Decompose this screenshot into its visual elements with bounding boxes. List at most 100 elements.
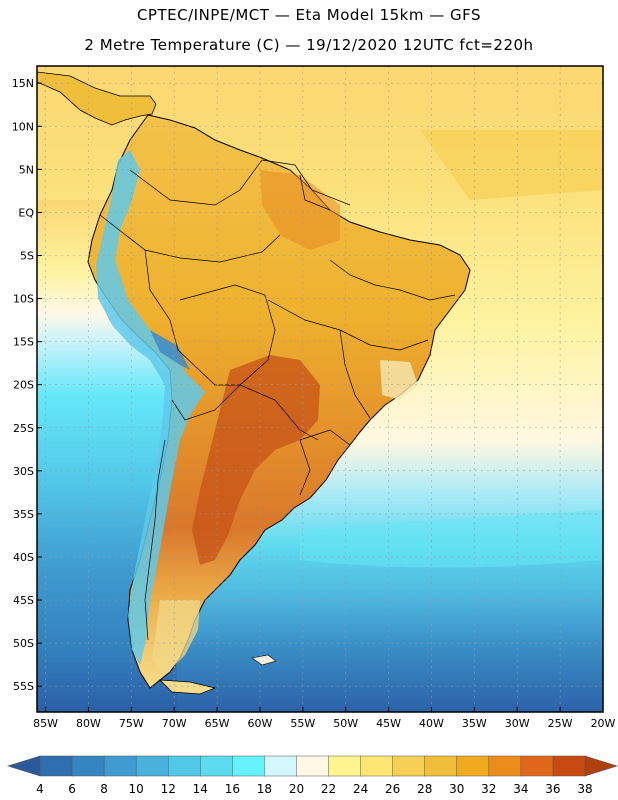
border-peru-colombia-brazil [99, 214, 281, 263]
southeast-mild-area [380, 360, 418, 400]
colorbar-swatch [264, 755, 298, 777]
lon-tick-label: 30W [505, 717, 530, 730]
colorbar-swatch [232, 755, 266, 777]
lon-tick-label: 35W [462, 717, 487, 730]
northern-warm-region [260, 170, 340, 250]
colorbar-label: 8 [100, 782, 108, 796]
lon-tick-label: 45W [376, 717, 401, 730]
border-paraguay [239, 384, 319, 441]
lat-tick-label: 5N [19, 163, 34, 176]
border-peru-brazil [144, 249, 179, 351]
map-plot-area [37, 66, 603, 712]
lon-tick-label: 25W [548, 717, 573, 730]
border-bolivia-argentina [177, 349, 269, 386]
border-uruguay [299, 439, 311, 496]
colorbar-swatch [200, 755, 234, 777]
colorbar-swatch [456, 755, 490, 777]
lon-tick-label: 60W [248, 717, 273, 730]
falkland-islands [251, 654, 277, 666]
colorbar-label: 36 [545, 782, 560, 796]
colorbar-swatch [135, 755, 169, 777]
colorbar-label: 20 [289, 782, 304, 796]
lat-tick-label: 25S [13, 422, 34, 435]
colorbar-label: 14 [193, 782, 208, 796]
andes-cold-strip [96, 150, 205, 665]
lat-tick-label: 35S [13, 508, 34, 521]
lat-tick-label: 15S [13, 336, 34, 349]
lat-tick-label: 40S [13, 551, 34, 564]
colorbar-swatch [71, 755, 105, 777]
colorbar-label: 34 [513, 782, 528, 796]
lat-tick-label: 20S [13, 379, 34, 392]
lon-tick-label: 65W [205, 717, 230, 730]
colorbar-label: 24 [353, 782, 368, 796]
lon-tick-label: 70W [162, 717, 187, 730]
border-chile-argentina-south [144, 439, 166, 641]
colorbar-swatch [488, 755, 522, 777]
lat-tick-label: 5S [20, 249, 34, 262]
latitude-axis: 15N 10N 5N EQ 5S 10S 15S 20S 25S 30S 35S 40S 45S 50S 5… [12, 77, 42, 693]
colorbar-label: 26 [385, 782, 400, 796]
tierra-del-fuego [158, 679, 217, 695]
longitude-axis: 85W 80W 75W 70W 65W 60W 55W 50W 45W 40W 35W 30W 25W 2… [33, 707, 616, 730]
central-america-land [37, 71, 157, 126]
lon-tick-label: 55W [290, 717, 315, 730]
colorbar-swatch [328, 755, 362, 777]
colorbar-high-arrow [584, 755, 618, 777]
title-line-1: CPTEC/INPE/MCT — Eta Model 15km — GFS [136, 6, 482, 24]
hot-core-region [192, 355, 320, 565]
colorbar-label: 30 [449, 782, 464, 796]
title-line-2: 2 Metre Temperature (C) — 19/12/2020 12U… [84, 36, 534, 54]
border-chile-argentina-north [171, 384, 241, 421]
border-suriname [299, 174, 331, 211]
colorbar: 4 6 8 10 12 14 16 18 20 22 24 26 28 30 32 34 36 38 [6, 755, 618, 796]
colorbar-label: 12 [161, 782, 176, 796]
lon-tick-label: 50W [333, 717, 358, 730]
lat-tick-label: 45S [13, 594, 34, 607]
colorbar-label: 32 [481, 782, 496, 796]
colorbar-label: 22 [321, 782, 336, 796]
lat-tick-label: 30S [13, 465, 34, 478]
colorbar-swatch [520, 755, 554, 777]
lon-tick-label: 85W [33, 717, 58, 730]
border-brazil-states-north [329, 259, 456, 301]
border-brazil-south [299, 429, 351, 446]
country-borders [99, 159, 456, 641]
altiplano-cold-core [150, 330, 190, 370]
colorbar-swatch [552, 755, 586, 777]
colorbar-label: 28 [417, 782, 432, 796]
south-atlantic-cool-band [300, 510, 603, 568]
colorbar-label: 18 [257, 782, 272, 796]
border-colombia-venezuela [129, 159, 263, 206]
lon-tick-label: 20W [591, 717, 616, 730]
lon-tick-label: 75W [119, 717, 144, 730]
colorbar-swatch [360, 755, 394, 777]
border-brazil-states-central [267, 299, 429, 351]
plot-frame [36, 65, 604, 713]
colorbar-label: 6 [68, 782, 76, 796]
colorbar-label: 10 [129, 782, 144, 796]
border-bolivia-brazil [179, 284, 276, 361]
lat-tick-label: 55S [13, 680, 34, 693]
colorbar-swatch [103, 755, 137, 777]
lat-tick-label: 15N [12, 77, 34, 90]
colorbar-label: 16 [225, 782, 240, 796]
colorbar-label: 4 [36, 782, 44, 796]
border-guianas [261, 159, 351, 206]
patagonia-cooler-area [152, 600, 200, 675]
lon-tick-label: 40W [419, 717, 444, 730]
lat-tick-label: 10S [13, 293, 34, 306]
lat-tick-label: 10N [12, 120, 34, 133]
tropical-atlantic-warm-band [420, 130, 603, 200]
colorbar-low-arrow [6, 755, 41, 777]
colorbar-swatch [296, 755, 330, 777]
colorbar-swatch [167, 755, 202, 777]
lon-tick-label: 80W [76, 717, 101, 730]
colorbar-label: 38 [577, 782, 592, 796]
colorbar-swatch [424, 755, 458, 777]
colorbar-swatch [39, 755, 73, 777]
graticule [37, 66, 603, 712]
border-brazil-states-south [339, 329, 371, 419]
lat-tick-label: 50S [13, 637, 34, 650]
